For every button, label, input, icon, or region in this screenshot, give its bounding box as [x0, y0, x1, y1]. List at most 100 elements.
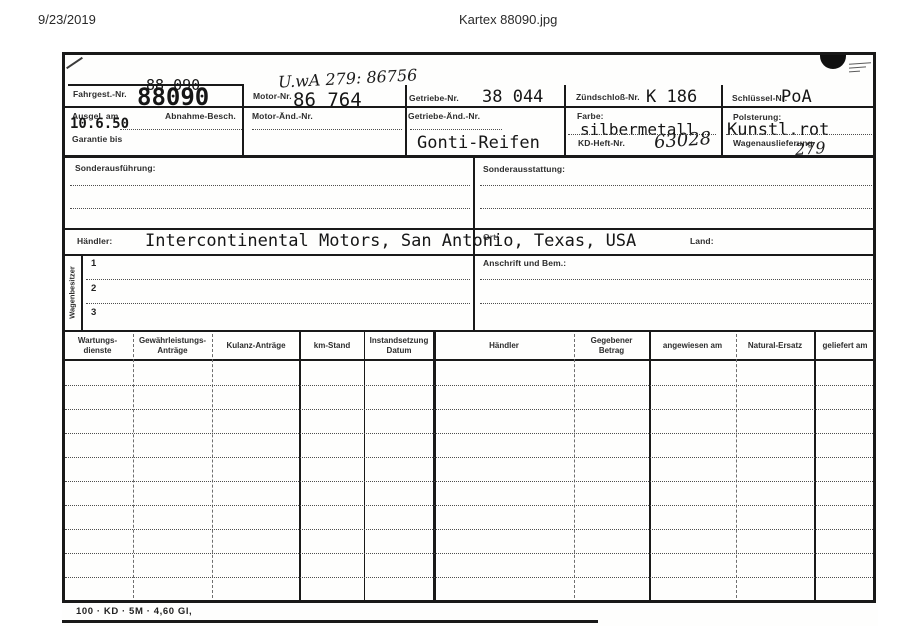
- table-header-bottom-rule: [62, 359, 876, 361]
- wagenauslieferung-label: Wagenauslieferung: [733, 138, 813, 148]
- dotted-rule: [480, 279, 872, 280]
- kartex-card-scan: Fahrgest.-Nr. 88 090 88090 Motor-Nr. U.w…: [62, 52, 878, 626]
- divider-farbe-polsterung: [721, 85, 723, 156]
- punch-hole-mark: [820, 55, 846, 69]
- column-rule-dashed: [212, 334, 213, 598]
- besitzer-row-1: 1: [91, 258, 97, 269]
- table-row-rule: [65, 505, 873, 506]
- form-print-code: 100 · KD · 5M · 4,60 Gl,: [76, 606, 193, 617]
- pen-scribble: [848, 62, 875, 75]
- column-header-haendler: Händler: [489, 341, 519, 350]
- header-row2-rule: [62, 155, 876, 158]
- anschrift-label: Anschrift und Bem.:: [483, 258, 567, 268]
- haendler-bottom-rule: [62, 254, 876, 256]
- print-filename: Kartex 88090.jpg: [459, 12, 558, 27]
- card-border-right: [873, 52, 876, 601]
- table-row-rule: [65, 385, 873, 386]
- column-rule-dashed: [133, 334, 134, 598]
- card-bottom-edge: [62, 620, 598, 623]
- dotted-rule: [70, 208, 470, 209]
- divider-sonder-sections: [473, 158, 475, 331]
- column-rule-solid: [814, 332, 816, 600]
- fahrgest-nr-value: 88090: [137, 83, 210, 111]
- ort-label: Ort:: [483, 232, 499, 242]
- polsterung-label: Polsterung:: [733, 112, 782, 122]
- column-header-natural-ersatz: Natural-Ersatz: [747, 341, 803, 350]
- fahrgest-box-top-rule: [68, 84, 244, 86]
- table-bottom-rule: [62, 600, 876, 603]
- besitzer-strip-divider: [81, 255, 83, 331]
- motor-aend-nr-label: Motor-Änd.-Nr.: [252, 111, 313, 121]
- column-header-km-stand: km-Stand: [313, 341, 351, 350]
- garantie-bis-label: Garantie bis: [72, 134, 123, 144]
- fahrgest-nr-label: Fahrgest.-Nr.: [73, 89, 127, 99]
- getriebe-nr-label: Getriebe-Nr.: [409, 93, 459, 103]
- schluessel-nr-label: Schlüssel-Nr.: [732, 93, 788, 103]
- kd-heft-nr-label: KD-Heft-Nr.: [578, 138, 625, 148]
- header-row1-rule: [62, 106, 876, 108]
- table-row-rule: [65, 481, 873, 482]
- zuendschloss-nr-value: K 186: [646, 87, 698, 107]
- dotted-rule: [480, 303, 872, 304]
- table-header-top-rule: [62, 330, 876, 332]
- column-header-instandsetzung: Instandsetzung Datum: [369, 336, 429, 355]
- table-row-rule: [65, 457, 873, 458]
- motor-nr-label: Motor-Nr.: [253, 91, 292, 101]
- divider-fahrgest-motor: [242, 84, 244, 156]
- column-rule-solid: [299, 332, 301, 600]
- dotted-rule: [70, 185, 470, 186]
- card-border-left: [62, 55, 65, 601]
- ausgel-am-value: 10.6.50: [70, 116, 130, 132]
- dotted-rule: [480, 185, 872, 186]
- besitzer-row-3: 3: [91, 307, 97, 318]
- card-border-top: [62, 52, 876, 55]
- land-label: Land:: [690, 236, 714, 246]
- dotted-rule: [86, 279, 470, 280]
- column-rule-solid: [649, 332, 651, 600]
- motor-nr-handwritten-note: U.wA 279: 86756: [277, 65, 418, 92]
- haendler-top-rule: [62, 228, 876, 230]
- getriebe-aend-nr-label: Getriebe-Änd.-Nr.: [408, 111, 481, 121]
- table-row-rule: [65, 433, 873, 434]
- column-rule-solid: [433, 332, 436, 600]
- divider-getriebe-farbe: [564, 85, 566, 156]
- dotted-rule: [410, 129, 502, 130]
- pen-tick-mark: [66, 56, 83, 70]
- divider-motor-getriebe: [405, 85, 407, 156]
- sonderausfuehrung-label: Sonderausführung:: [75, 163, 156, 173]
- farbe-label: Farbe:: [577, 111, 604, 121]
- dotted-rule: [480, 208, 872, 209]
- table-row-rule: [65, 409, 873, 410]
- besitzer-row-2: 2: [91, 283, 97, 294]
- wagenbesitzer-side-label: Wagenbesitzer: [63, 255, 81, 330]
- column-header-angewiesen-am: angewiesen am: [662, 341, 723, 350]
- column-rule-dashed: [574, 334, 575, 598]
- sonderausstattung-label: Sonderausstattung:: [483, 164, 566, 174]
- wagenauslieferung-value: 279: [794, 137, 827, 160]
- column-header-wartungsdienste: Wartungs- dienste: [77, 336, 118, 355]
- motor-nr-value: 86 764: [293, 89, 362, 111]
- haendler-value: Intercontinental Motors, San Antonio, Te…: [145, 231, 637, 251]
- dotted-rule: [120, 129, 242, 130]
- schluessel-nr-value: PoA: [781, 87, 812, 107]
- haendler-label: Händler:: [77, 236, 113, 246]
- column-header-gewaehrleistung: Gewährleistungs- Anträge: [138, 336, 207, 355]
- table-row-rule: [65, 553, 873, 554]
- column-header-kulanz: Kulanz-Anträge: [226, 341, 286, 350]
- polsterung-value: Kunstl.rot: [727, 120, 830, 140]
- print-date: 9/23/2019: [38, 12, 96, 27]
- column-rule-solid: [364, 332, 365, 600]
- column-rule-dashed: [736, 334, 737, 598]
- dotted-rule: [86, 303, 470, 304]
- dotted-rule: [568, 134, 716, 135]
- column-header-geliefert-am: geliefert am: [822, 341, 868, 350]
- ausgel-am-label: Ausgel. am: [72, 111, 119, 121]
- dotted-rule: [252, 129, 402, 130]
- getriebe-nr-value: 38 044: [482, 87, 544, 107]
- abnahme-besch-label: Abnahme-Besch.: [165, 111, 236, 121]
- fahrgest-nr-small-value: 88 090: [146, 76, 201, 94]
- wagenbesitzer-text: Wagenbesitzer: [67, 266, 77, 319]
- table-row-rule: [65, 529, 873, 530]
- dotted-rule: [726, 134, 872, 135]
